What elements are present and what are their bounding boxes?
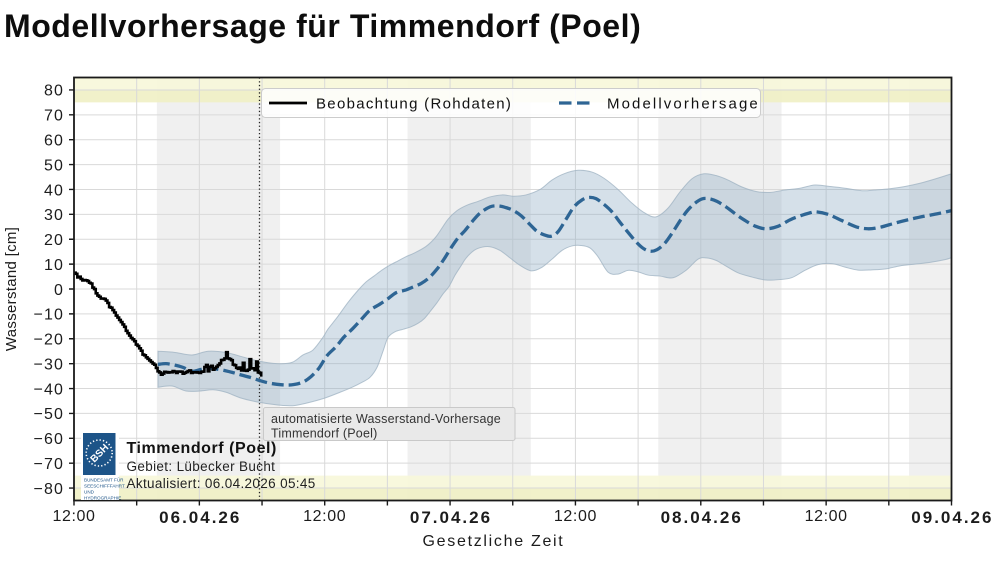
svg-text:−30: −30 xyxy=(34,356,64,373)
svg-text:08.04.26: 08.04.26 xyxy=(661,508,743,527)
svg-text:10: 10 xyxy=(44,257,64,274)
svg-text:12:00: 12:00 xyxy=(554,508,597,525)
svg-text:BUNDESAMT FÜR: BUNDESAMT FÜR xyxy=(84,477,124,483)
svg-text:12:00: 12:00 xyxy=(52,508,95,525)
svg-text:20: 20 xyxy=(44,232,64,249)
svg-text:SEESCHIFFFAHRT: SEESCHIFFFAHRT xyxy=(84,484,125,489)
svg-text:−20: −20 xyxy=(34,332,64,349)
svg-text:80: 80 xyxy=(44,83,64,100)
svg-text:30: 30 xyxy=(44,207,64,224)
svg-text:−60: −60 xyxy=(34,431,64,448)
svg-text:12:00: 12:00 xyxy=(303,508,346,525)
svg-text:12:00: 12:00 xyxy=(805,508,848,525)
svg-text:−70: −70 xyxy=(34,456,64,473)
svg-text:−40: −40 xyxy=(34,381,64,398)
svg-text:−10: −10 xyxy=(34,307,64,324)
svg-text:50: 50 xyxy=(44,157,64,174)
svg-text:09.04.26: 09.04.26 xyxy=(911,508,992,527)
svg-text:−50: −50 xyxy=(34,406,64,423)
svg-text:07.04.26: 07.04.26 xyxy=(410,508,492,527)
svg-text:HYDROGRAPHIE: HYDROGRAPHIE xyxy=(84,496,121,501)
svg-text:Modellvorhersage: Modellvorhersage xyxy=(607,96,760,113)
svg-text:Wasserstand [cm]: Wasserstand [cm] xyxy=(3,227,20,351)
svg-text:Aktualisiert: 06.04.2026 05:45: Aktualisiert: 06.04.2026 05:45 xyxy=(127,476,316,491)
svg-text:UND: UND xyxy=(84,490,95,495)
svg-text:Timmendorf (Poel): Timmendorf (Poel) xyxy=(127,440,277,457)
svg-text:Gebiet: Lübecker Bucht: Gebiet: Lübecker Bucht xyxy=(127,459,276,474)
svg-text:automatisierte Wasserstand-Vor: automatisierte Wasserstand-Vorhersage xyxy=(271,412,501,426)
svg-text:−80: −80 xyxy=(34,481,64,498)
svg-text:06.04.26: 06.04.26 xyxy=(159,508,241,527)
svg-text:60: 60 xyxy=(44,133,64,150)
svg-text:70: 70 xyxy=(44,108,64,125)
svg-text:Timmendorf (Poel): Timmendorf (Poel) xyxy=(271,427,377,441)
svg-text:40: 40 xyxy=(44,182,64,199)
svg-text:Beobachtung (Rohdaten): Beobachtung (Rohdaten) xyxy=(316,96,512,113)
svg-text:0: 0 xyxy=(54,282,64,299)
svg-text:Gesetzliche Zeit: Gesetzliche Zeit xyxy=(423,533,565,550)
